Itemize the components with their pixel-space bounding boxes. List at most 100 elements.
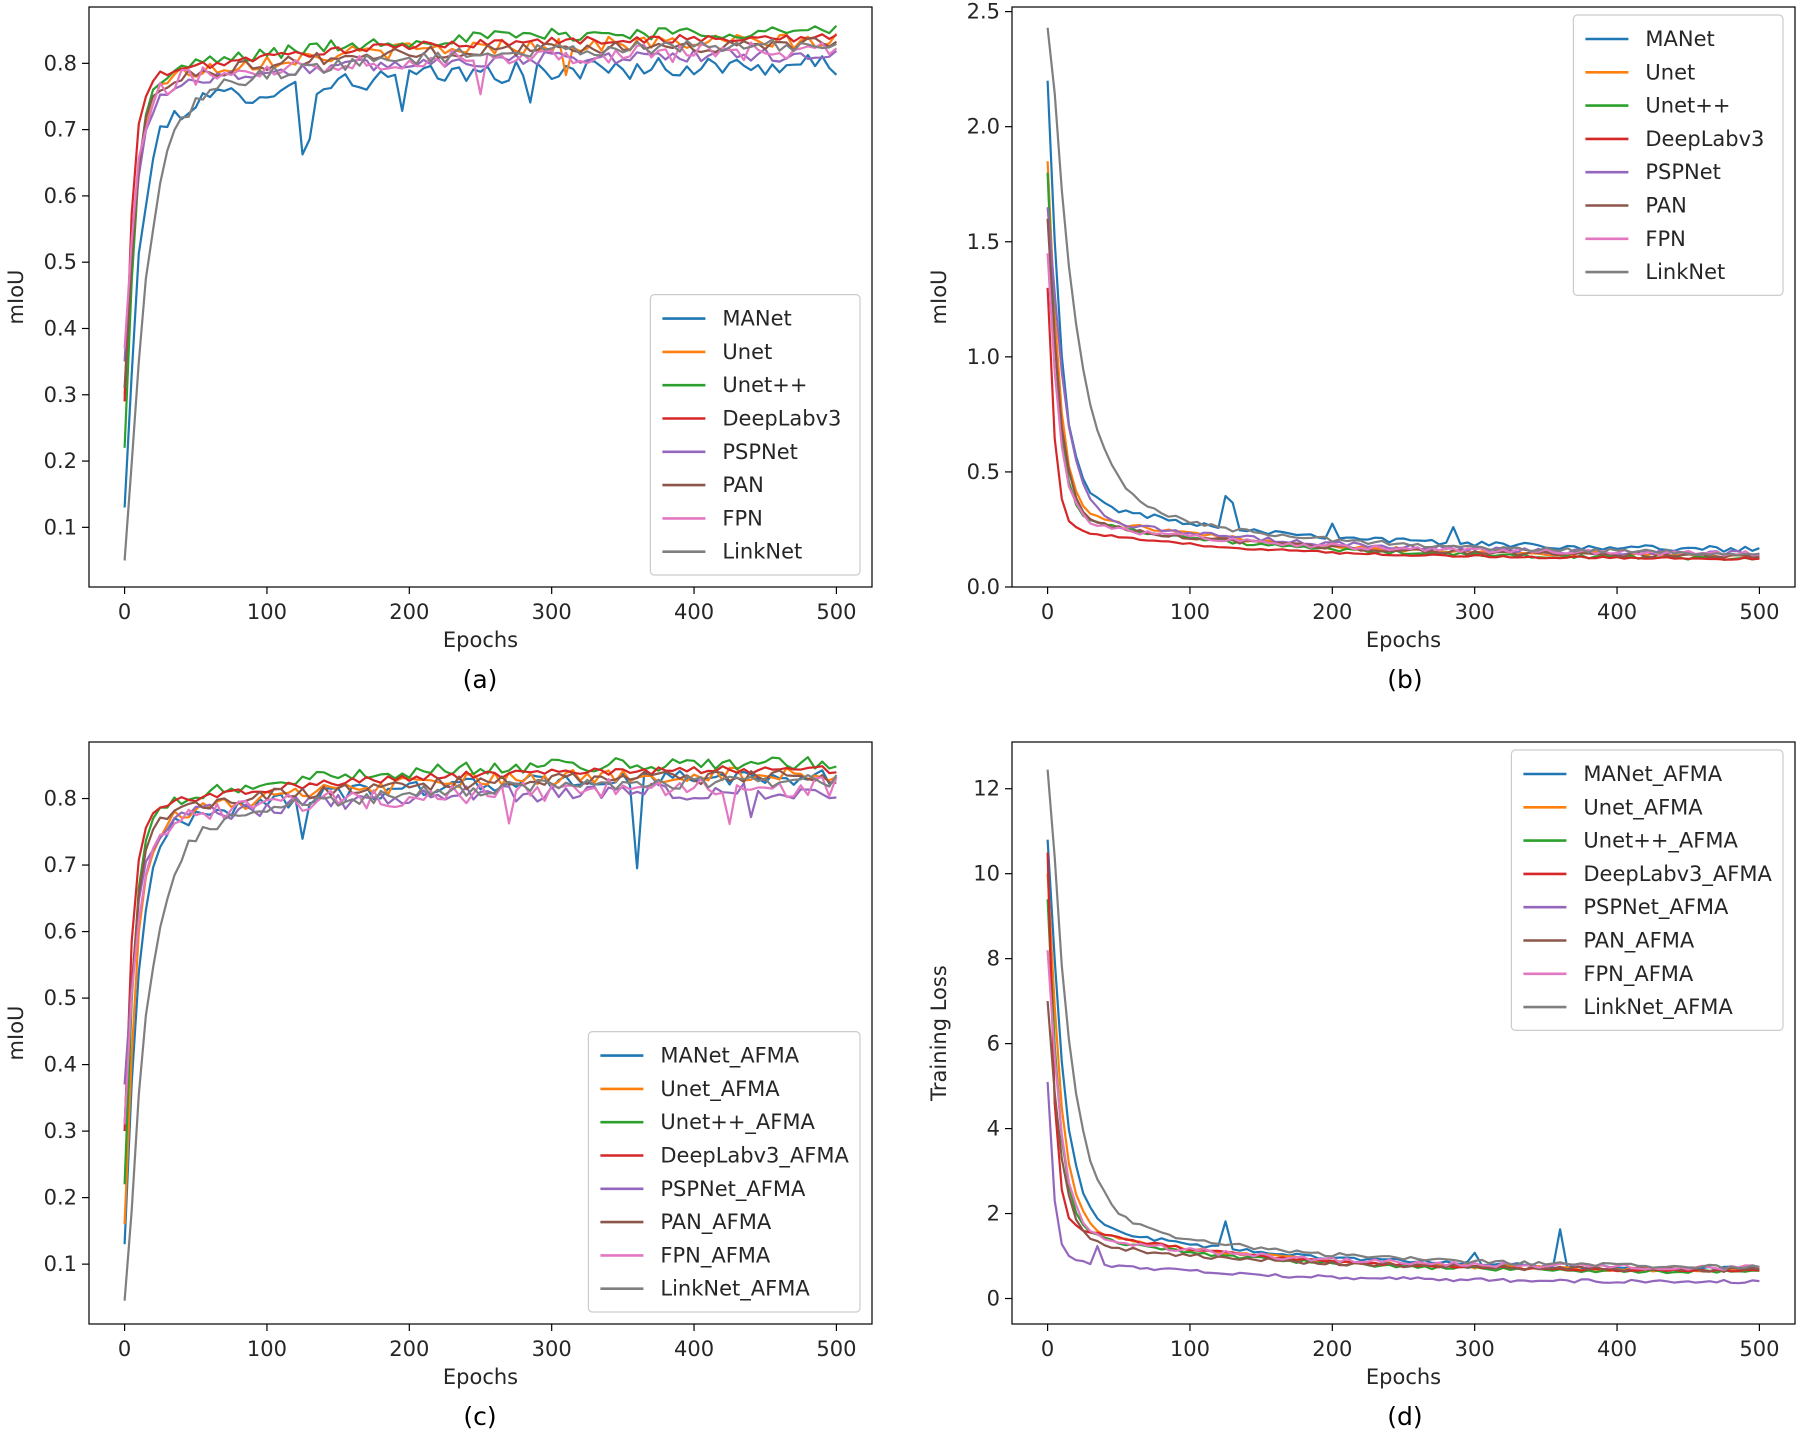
legend-label: PSPNet_AFMA [1583,895,1729,920]
x-tick-label: 200 [389,600,429,624]
y-tick-label: 1.5 [967,230,1000,254]
legend: MANet_AFMA Unet_AFMA Unet++_AFMA DeepLabv3_… [587,1030,861,1313]
y-tick-label: 0.8 [44,787,77,811]
y-tick-label: 0.1 [44,1252,77,1276]
y-tick-label: 0.5 [44,250,77,274]
series-line-fpn-afma [1046,950,1760,1271]
series-line-deeplabv3-afma [123,765,837,1132]
y-tick-label: 0.2 [44,1186,77,1210]
x-axis-label: Epochs [1366,1365,1441,1389]
x-axis-label: Epochs [443,628,518,652]
y-tick-label: 0.5 [967,460,1000,484]
chart-panel-4: 0 100 200 300 400 500 0 2 4 6 8 10 12 Epochs Training … [927,741,1796,1389]
legend-label: PAN_AFMA [660,1210,771,1235]
chart-panel-1: 0 100 200 300 400 500 0.1 0.2 0.3 0.4 0.5 0.6 0.7 0.8… [4,6,873,652]
y-tick-label: 0.4 [44,316,77,340]
legend-label: PAN [722,473,763,497]
series-line-linknet-afma [123,773,838,1301]
x-tick-label: 100 [1170,1337,1210,1361]
y-tick-label: 0.2 [44,449,77,473]
x-tick-label: 500 [1739,1337,1779,1361]
x-tick-label: 400 [674,1337,714,1361]
legend-box [1572,14,1784,296]
y-tick-label: 0.3 [44,1119,77,1143]
series-line-unet-afma [123,756,837,1185]
axes-frame [1011,741,1796,1325]
series-line-deeplabv3 [123,33,837,402]
series-line-manet [1046,80,1760,553]
x-tick-label: 500 [816,1337,856,1361]
y-tick-label: 0.7 [44,118,77,142]
y-axis-label: Training Loss [927,965,951,1102]
legend-label: DeepLabv3 [1645,127,1764,151]
series-lines [1046,27,1760,562]
legend-label: DeepLabv3 [722,407,841,431]
legend-label: Unet++ [1645,94,1730,118]
x-tick-label: 200 [1312,600,1352,624]
caption-a: (a) [462,665,498,694]
legend-label: LinkNet [722,540,802,564]
x-tick-label: 400 [1597,600,1637,624]
legend-label: PAN_AFMA [1583,929,1694,954]
legend: MANet Unet Unet++ DeepLabv3 PSPNet PAN FPN Link… [649,294,861,576]
legend-label: Unet [722,340,772,364]
x-tick-label: 500 [816,600,856,624]
y-axis-label: mIoU [927,270,951,325]
series-line-fpn-afma [123,776,838,1125]
x-tick-label: 500 [1739,600,1779,624]
legend-label: PSPNet [722,440,798,464]
legend-label: LinkNet_AFMA [660,1277,810,1302]
caption-d: (d) [1387,1402,1423,1431]
axes-frame [88,6,873,588]
legend-label: Unet++ [722,373,807,397]
x-tick-label: 400 [674,600,714,624]
legend-label: Unet++_AFMA [660,1110,815,1135]
y-tick-label: 0 [987,1287,1000,1311]
legend-box [1510,749,1784,1031]
series-line-manet [123,53,838,508]
legend-label: DeepLabv3_AFMA [660,1144,849,1169]
series-lines [123,24,838,561]
legend-label: LinkNet [1645,260,1725,284]
y-tick-label: 0.6 [44,184,77,208]
x-tick-label: 300 [532,1337,572,1361]
legend-label: MANet [722,307,791,331]
legend-label: FPN_AFMA [1583,962,1694,987]
y-axis-label: mIoU [4,1006,28,1061]
y-tick-label: 12 [973,777,1000,801]
series-line-fpn [1046,253,1760,557]
caption-b: (b) [1387,665,1423,694]
legend-label: MANet_AFMA [660,1044,799,1069]
y-tick-label: 0.0 [967,575,1000,599]
y-tick-label: 8 [987,947,1000,971]
series-line-fpn [123,41,838,349]
x-tick-label: 300 [1455,1337,1495,1361]
series-line-linknet [123,38,837,561]
x-tick-label: 100 [1170,600,1210,624]
series-lines [1046,769,1760,1285]
x-tick-label: 0 [118,1337,131,1361]
y-tick-label: 2 [987,1202,1000,1226]
axes-frame [88,741,873,1325]
y-tick-label: 4 [987,1117,1000,1141]
series-line-pan-afma [1046,1001,1760,1274]
y-axis-label: mIoU [4,270,28,325]
y-tick-label: 0.4 [44,1053,77,1077]
y-tick-label: 1.0 [967,345,1000,369]
x-tick-label: 0 [118,600,131,624]
y-tick-label: 0.6 [44,920,77,944]
legend: MANet Unet Unet++ DeepLabv3 PSPNet PAN FPN Link… [1572,14,1784,296]
x-tick-label: 300 [532,600,572,624]
y-tick-label: 0.8 [44,51,77,75]
series-line-manet-afma [123,769,837,1245]
series-line-pspnet-afma [123,782,837,1085]
legend-box [587,1030,861,1313]
x-tick-label: 100 [247,600,287,624]
x-axis-label: Epochs [1366,628,1441,652]
legend-label: PSPNet [1645,160,1721,184]
y-tick-label: 0.1 [44,515,77,539]
y-tick-label: 2.0 [967,115,1000,139]
y-tick-label: 0.3 [44,383,77,407]
legend-label: MANet [1645,27,1714,51]
